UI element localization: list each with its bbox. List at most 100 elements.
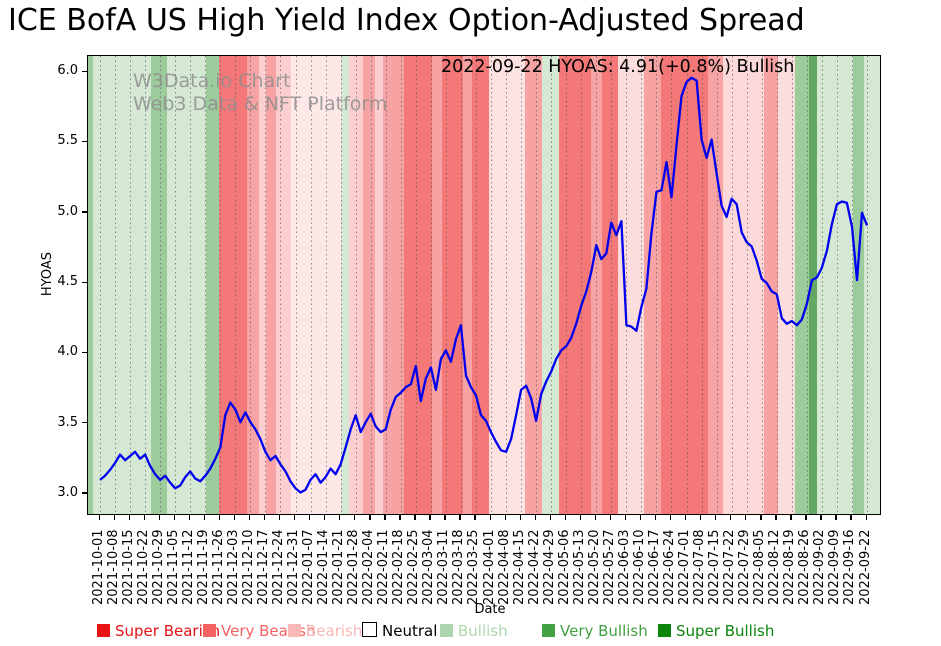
y-tick-label: 5.5 (57, 133, 78, 149)
x-tick-mark (609, 515, 612, 520)
x-tick-mark (685, 515, 687, 520)
x-tick-mark (474, 515, 476, 520)
legend-swatch-icon (97, 624, 110, 637)
x-tick-mark (775, 515, 777, 520)
legend-item-super-bullish: Super Bullish (658, 621, 774, 641)
gridline (115, 56, 117, 514)
x-tick-mark (730, 515, 732, 520)
sentiment-band-super_bullish (809, 56, 817, 514)
x-tick-label: 2022-01-07 (301, 529, 317, 605)
gridline (641, 56, 643, 514)
x-tick-mark (233, 515, 236, 520)
x-tick-label: 2021-11-26 (210, 529, 226, 605)
x-tick-mark (113, 515, 115, 520)
x-tick-label: 2022-03-11 (436, 529, 452, 605)
x-tick-label: 2022-08-12 (767, 529, 783, 605)
sentiment-band-bullish (167, 56, 206, 514)
legend-item-bullish: Bullish (440, 621, 508, 641)
sentiment-band-super_bearish (559, 56, 591, 514)
gridline (160, 56, 162, 514)
legend-item-neutral: Neutral (362, 621, 437, 641)
gridline (415, 56, 417, 514)
sentiment-band-very_bullish (88, 56, 93, 514)
sentiment-band-bearish (618, 56, 644, 514)
x-tick-mark (188, 515, 191, 520)
hyoas-line-series (99, 76, 869, 494)
x-tick-label: 2022-07-15 (707, 529, 723, 605)
gridline (295, 56, 297, 514)
sentiment-band-very_bearish (708, 56, 723, 514)
x-tick-label: 2022-07-29 (737, 529, 753, 605)
x-tick-mark (865, 515, 867, 520)
x-tick-mark (504, 515, 506, 520)
y-tick-label: 5.0 (57, 203, 78, 219)
sentiment-band-very_bullish (151, 56, 167, 514)
x-tick-mark (669, 515, 672, 520)
sentiment-band-very_bearish (463, 56, 472, 514)
gridline (806, 56, 808, 514)
gridline (100, 56, 101, 514)
sentiment-band-super_bearish (442, 56, 463, 514)
x-tick-mark (820, 515, 822, 520)
sentiment-band-very_bullish (853, 56, 864, 514)
plot-area: W3Data.io Chart Web3 Data & NFT Platform… (87, 55, 881, 515)
x-tick-label: 2022-06-10 (631, 529, 647, 605)
legend-swatch-icon (542, 624, 555, 637)
x-tick-label: 2022-05-27 (601, 529, 617, 605)
x-tick-mark (369, 515, 371, 520)
x-tick-label: 2022-01-28 (346, 529, 362, 605)
legend-swatch-icon (362, 622, 377, 637)
x-tick-label: 2022-02-25 (406, 529, 422, 605)
x-tick-label: 2021-10-01 (90, 529, 106, 605)
x-tick-mark (624, 515, 627, 520)
x-tick-label: 2022-02-18 (391, 529, 407, 605)
gridline (851, 56, 853, 514)
sentiment-band-very_bearish (383, 56, 404, 514)
x-tick-mark (384, 515, 386, 520)
gridline (445, 56, 447, 514)
gridline (596, 56, 598, 514)
x-tick-label: 2022-04-22 (526, 529, 542, 605)
x-tick-mark (98, 515, 100, 520)
sentiment-band-very_bearish (247, 56, 259, 514)
sentiment-band-bearish (723, 56, 764, 514)
last-value-annotation: 2022-09-22 HYOAS: 4.91(+0.8%) Bullish (441, 57, 795, 77)
sentiment-band-bullish (542, 56, 559, 514)
x-tick-mark (173, 515, 175, 520)
x-tick-label: 2022-04-29 (541, 529, 557, 605)
x-tick-mark (594, 515, 597, 520)
x-tick-label: 2021-10-08 (105, 529, 121, 605)
x-tick-label: 2021-10-15 (120, 529, 136, 605)
x-tick-mark (715, 515, 717, 520)
x-tick-label: 2022-04-15 (511, 529, 527, 605)
x-tick-label: 2022-06-03 (616, 529, 632, 605)
gridline (325, 56, 327, 514)
sentiment-band-bullish (341, 56, 349, 514)
x-axis-label: Date (474, 602, 506, 617)
gridline (130, 56, 132, 514)
sentiment-band-super_bearish (602, 56, 618, 514)
x-tick-label: 2022-05-20 (586, 529, 602, 605)
gridline (746, 56, 748, 514)
legend-label: Super Bullish (676, 622, 775, 640)
x-tick-mark (294, 515, 296, 520)
x-tick-mark (519, 515, 521, 520)
x-tick-mark (203, 515, 206, 520)
sentiment-band-very_bullish (795, 56, 809, 514)
x-tick-label: 2021-10-29 (150, 529, 166, 605)
x-tick-mark (354, 515, 356, 520)
x-tick-label: 2022-07-01 (677, 529, 693, 605)
y-tick-label: 4.0 (57, 344, 78, 360)
x-tick-label: 2021-12-03 (225, 529, 241, 605)
legend-label: Bearish (306, 622, 363, 640)
hyoas-polyline (99, 76, 869, 494)
sentiment-band-very_bearish (525, 56, 542, 514)
x-tick-label: 2022-03-04 (421, 529, 437, 605)
x-tick-mark (339, 515, 341, 520)
x-tick-label: 2022-07-22 (722, 529, 738, 605)
x-tick-mark (534, 515, 536, 520)
x-tick-mark (700, 515, 702, 520)
x-tick-mark (143, 515, 145, 520)
x-tick-label: 2022-07-08 (692, 529, 708, 605)
gridline (205, 56, 207, 514)
